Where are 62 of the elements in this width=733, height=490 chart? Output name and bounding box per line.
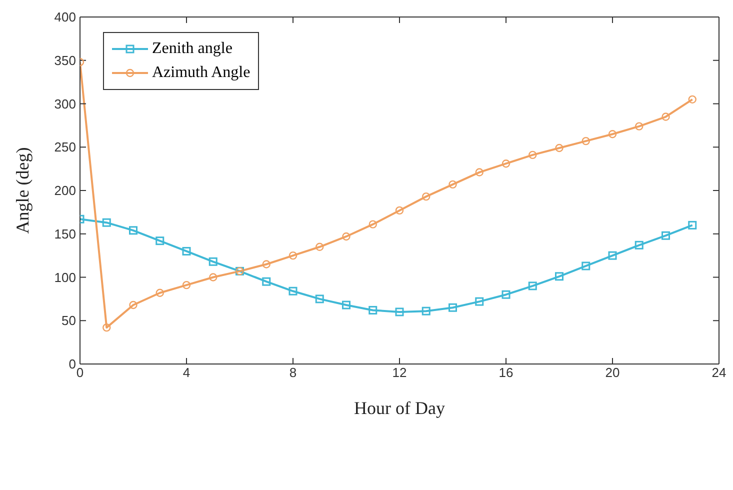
point	[688, 95, 696, 104]
point	[582, 262, 590, 270]
point	[555, 144, 564, 152]
y-tick-label: 50	[62, 313, 76, 328]
point	[288, 251, 298, 260]
point	[368, 220, 377, 228]
x-tick-label: 8	[289, 365, 297, 380]
point	[635, 122, 644, 130]
x-tick-label: 20	[605, 365, 620, 380]
point	[475, 297, 484, 306]
point	[288, 286, 298, 296]
point	[182, 280, 191, 290]
point	[208, 257, 218, 266]
point	[342, 232, 350, 241]
point	[262, 277, 271, 286]
point	[395, 308, 404, 316]
point	[156, 288, 164, 297]
point	[422, 192, 430, 201]
y-tick-label: 100	[54, 270, 76, 285]
y-tick-label: 350	[54, 52, 76, 68]
x-tick-label: 16	[498, 365, 514, 380]
point	[129, 300, 138, 310]
point	[634, 240, 644, 250]
x-tick-label: 24	[712, 365, 726, 380]
y-tick-label: 150	[54, 226, 76, 242]
point	[262, 260, 270, 268]
y-tick-label: 200	[54, 183, 76, 198]
legend-label: Azimuth Angle	[152, 64, 250, 82]
point	[688, 220, 697, 230]
point	[156, 236, 164, 246]
point	[475, 168, 484, 176]
point	[316, 242, 324, 251]
y-tick-label: 300	[54, 96, 76, 112]
point	[502, 160, 510, 168]
y-axis-title: Angle (deg)	[12, 147, 32, 234]
point	[528, 150, 537, 160]
point	[662, 112, 670, 121]
point	[395, 206, 404, 215]
point	[528, 282, 537, 290]
point	[448, 303, 457, 312]
y-tick-label: 400	[54, 10, 76, 25]
point	[129, 226, 138, 235]
point	[555, 272, 564, 281]
point	[582, 136, 590, 146]
point	[662, 231, 670, 240]
point	[315, 294, 324, 304]
point	[502, 290, 510, 299]
point	[209, 273, 218, 282]
point	[608, 251, 617, 260]
point	[422, 306, 430, 316]
legend-label: Zenith angle	[152, 40, 232, 58]
point	[448, 180, 457, 189]
x-tick-label: 12	[392, 365, 407, 380]
y-tick-label: 250	[54, 140, 76, 155]
point	[182, 246, 191, 256]
x-axis-title: Hour of Day	[354, 398, 445, 418]
point	[342, 300, 350, 310]
x-tick-label: 4	[182, 365, 190, 380]
point	[102, 323, 111, 332]
point	[608, 130, 617, 138]
point	[368, 306, 378, 314]
point	[102, 218, 111, 227]
